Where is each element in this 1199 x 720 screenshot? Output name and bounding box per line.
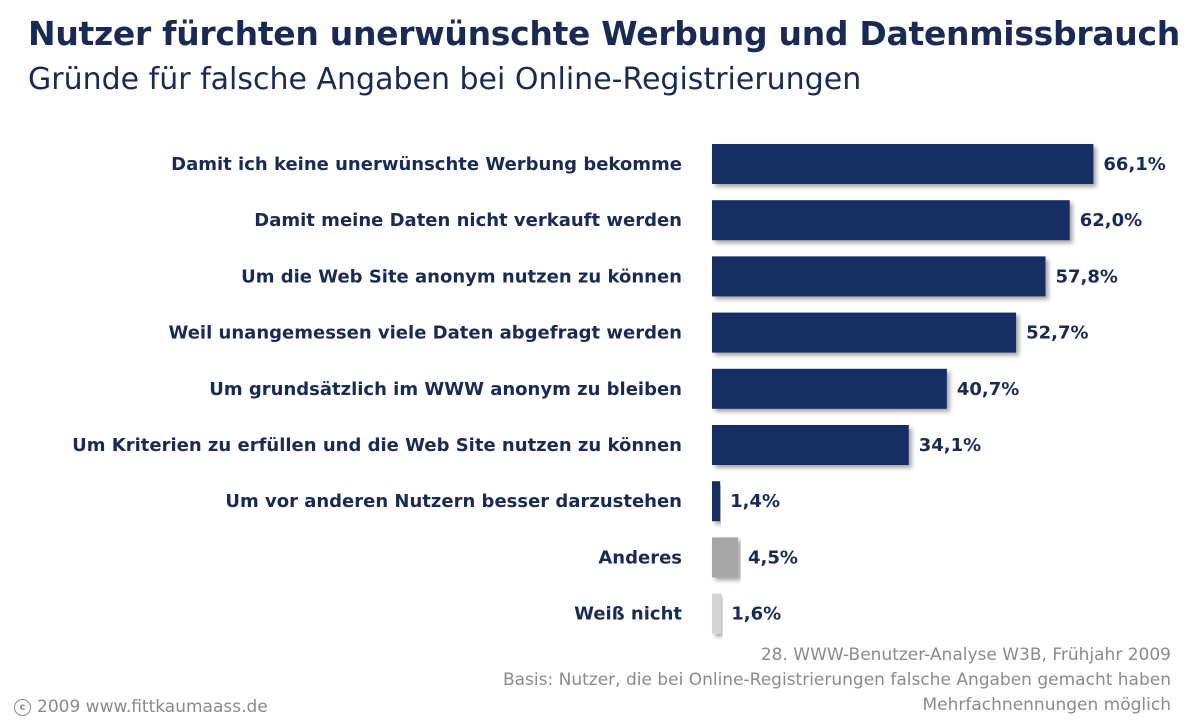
value-label-0: 66,1% — [1103, 154, 1165, 175]
bar-5 — [712, 425, 909, 465]
source-line-3: Mehrfachnennungen möglich — [922, 695, 1172, 715]
copyright-text: 2009 www.fittkaumaass.de — [37, 697, 268, 717]
bar-7 — [712, 537, 738, 578]
source-line-2: Basis: Nutzer, die bei Online-Registrier… — [502, 670, 1171, 690]
category-label-0: Damit ich keine unerwünschte Werbung bek… — [171, 154, 682, 175]
category-label-4: Um grundsätzlich im WWW anonym zu bleibe… — [209, 379, 682, 400]
value-label-8: 1,6% — [731, 604, 781, 625]
category-label-6: Um vor anderen Nutzern besser darzustehe… — [225, 491, 682, 512]
value-label-2: 57,8% — [1056, 266, 1118, 287]
value-label-4: 40,7% — [957, 379, 1019, 400]
bar-6 — [712, 481, 721, 522]
category-label-5: Um Kriterien zu erfüllen und die Web Sit… — [72, 435, 682, 456]
bar-0 — [712, 144, 1094, 184]
copyright-icon: c — [14, 698, 31, 716]
value-label-5: 34,1% — [919, 435, 981, 456]
value-label-7: 4,5% — [748, 547, 798, 568]
value-label-1: 62,0% — [1080, 210, 1142, 231]
category-label-2: Um die Web Site anonym nutzen zu können — [241, 266, 682, 287]
category-label-8: Weiß nicht — [574, 604, 682, 625]
bar-3 — [712, 312, 1017, 353]
chart-subtitle: Gründe für falsche Angaben bei Online-Re… — [28, 62, 862, 97]
value-label-6: 1,4% — [730, 491, 780, 512]
copyright: c 2009 www.fittkaumaass.de — [14, 697, 268, 717]
category-label-7: Anderes — [598, 547, 682, 568]
bar-chart: Damit ich keine unerwünschte Werbung bek… — [72, 144, 1166, 634]
bar-4 — [712, 368, 947, 409]
category-label-3: Weil unangemessen viele Daten abgefragt … — [169, 323, 682, 344]
bar-2 — [712, 256, 1046, 297]
bar-1 — [712, 200, 1070, 241]
chart-title: Nutzer fürchten unerwünschte Werbung und… — [28, 14, 1180, 53]
value-label-3: 52,7% — [1026, 323, 1088, 344]
category-label-1: Damit meine Daten nicht verkauft werden — [254, 210, 682, 231]
bar-8 — [712, 593, 722, 634]
source-line-1: 28. WWW-Benutzer-Analyse W3B, Frühjahr 2… — [760, 645, 1171, 665]
